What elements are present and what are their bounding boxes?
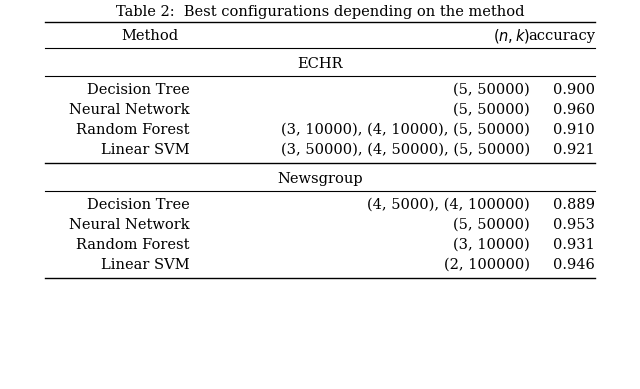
Text: (4, 5000), (4, 100000): (4, 5000), (4, 100000) <box>367 198 530 212</box>
Text: Method: Method <box>122 29 179 43</box>
Text: accuracy: accuracy <box>528 29 595 43</box>
Text: $(n, k)$: $(n, k)$ <box>493 27 530 45</box>
Text: Table 2:  Best configurations depending on the method: Table 2: Best configurations depending o… <box>116 5 524 19</box>
Text: (5, 50000): (5, 50000) <box>453 103 530 117</box>
Text: (2, 100000): (2, 100000) <box>444 258 530 272</box>
Text: 0.931: 0.931 <box>553 238 595 252</box>
Text: Neural Network: Neural Network <box>69 103 190 117</box>
Text: 0.960: 0.960 <box>553 103 595 117</box>
Text: 0.953: 0.953 <box>553 218 595 232</box>
Text: Random Forest: Random Forest <box>77 123 190 137</box>
Text: 0.900: 0.900 <box>553 83 595 97</box>
Text: 0.910: 0.910 <box>553 123 595 137</box>
Text: (3, 10000), (4, 10000), (5, 50000): (3, 10000), (4, 10000), (5, 50000) <box>281 123 530 137</box>
Text: (3, 50000), (4, 50000), (5, 50000): (3, 50000), (4, 50000), (5, 50000) <box>281 143 530 157</box>
Text: Random Forest: Random Forest <box>77 238 190 252</box>
Text: 0.921: 0.921 <box>554 143 595 157</box>
Text: ECHR: ECHR <box>297 57 343 71</box>
Text: 0.946: 0.946 <box>553 258 595 272</box>
Text: Newsgroup: Newsgroup <box>277 172 363 186</box>
Text: Neural Network: Neural Network <box>69 218 190 232</box>
Text: Linear SVM: Linear SVM <box>101 258 190 272</box>
Text: (5, 50000): (5, 50000) <box>453 83 530 97</box>
Text: Decision Tree: Decision Tree <box>87 198 190 212</box>
Text: 0.889: 0.889 <box>553 198 595 212</box>
Text: Decision Tree: Decision Tree <box>87 83 190 97</box>
Text: (5, 50000): (5, 50000) <box>453 218 530 232</box>
Text: Linear SVM: Linear SVM <box>101 143 190 157</box>
Text: (3, 10000): (3, 10000) <box>453 238 530 252</box>
